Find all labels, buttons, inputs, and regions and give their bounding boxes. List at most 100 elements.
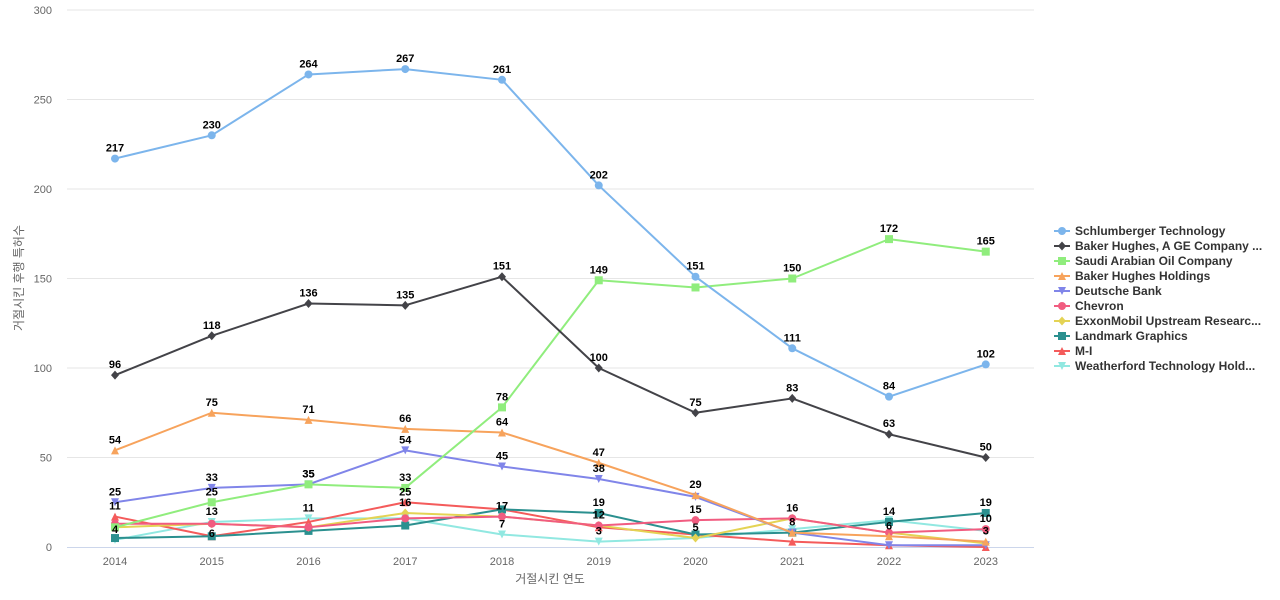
data-label: 96 xyxy=(109,359,121,371)
legend-item[interactable]: Saudi Arabian Oil Company xyxy=(1054,254,1233,268)
data-label: 75 xyxy=(206,397,218,409)
data-label: 102 xyxy=(977,348,995,360)
data-point xyxy=(498,512,506,521)
data-label: 19 xyxy=(980,497,992,509)
data-point xyxy=(885,392,893,401)
legend-item[interactable]: Baker Hughes, A GE Company ... xyxy=(1054,239,1262,253)
y-axis-ticks: 0 50 100 150 200 250 300 xyxy=(34,5,52,554)
data-label: 25 xyxy=(206,486,218,498)
data-label: 75 xyxy=(689,397,701,409)
y-tick-label: 250 xyxy=(34,95,52,107)
data-point xyxy=(981,508,990,517)
x-axis-title: 거절시킨 연도 xyxy=(515,572,585,586)
data-point xyxy=(498,462,506,471)
data-point xyxy=(111,498,119,507)
data-point xyxy=(498,272,506,282)
legend-label: Deutsche Bank xyxy=(1075,284,1162,298)
data-label: 47 xyxy=(593,447,605,459)
legend-label: ExxonMobil Upstream Researc... xyxy=(1075,314,1261,328)
x-tick-label: 2019 xyxy=(587,556,611,568)
series-line xyxy=(114,449,986,547)
data-label: 15 xyxy=(689,504,701,516)
data-label: 3 xyxy=(983,526,989,538)
series-line xyxy=(114,68,987,398)
legend-item[interactable]: Schlumberger Technology xyxy=(1054,224,1226,238)
data-point xyxy=(981,453,990,462)
data-label: 5 xyxy=(692,522,698,534)
data-label: 6 xyxy=(886,520,892,532)
data-label: 84 xyxy=(883,381,896,393)
data-point xyxy=(788,393,797,403)
data-label: 202 xyxy=(590,169,608,181)
data-point xyxy=(594,474,603,483)
data-point xyxy=(691,283,700,292)
x-axis-ticks: 2014 2015 2016 2017 2018 2019 2020 2021 2022 2023 xyxy=(103,556,998,568)
data-point xyxy=(304,523,313,532)
x-tick-label: 2023 xyxy=(974,556,998,568)
legend-item[interactable]: Landmark Graphics xyxy=(1054,329,1188,343)
series-line xyxy=(114,275,986,459)
y-tick-label: 50 xyxy=(40,453,52,465)
data-point xyxy=(788,514,797,523)
data-label: 136 xyxy=(299,288,317,300)
data-point xyxy=(401,424,410,433)
data-point xyxy=(111,523,119,532)
data-label: 66 xyxy=(399,413,411,425)
data-point xyxy=(981,360,990,369)
data-point xyxy=(788,528,797,537)
data-label: 35 xyxy=(302,468,314,480)
data-label: 16 xyxy=(399,497,411,509)
series-group xyxy=(111,235,990,532)
data-label: 71 xyxy=(302,404,314,416)
data-point xyxy=(594,458,603,467)
data-point xyxy=(111,512,119,521)
data-label: 261 xyxy=(493,64,511,76)
legend-label: Schlumberger Technology xyxy=(1075,224,1226,238)
legend-item[interactable]: ExxonMobil Upstream Researc... xyxy=(1054,314,1261,328)
data-point xyxy=(207,498,216,507)
data-label: 19 xyxy=(593,497,605,509)
data-point xyxy=(594,508,603,517)
legend-item[interactable]: Deutsche Bank xyxy=(1054,284,1162,298)
data-point xyxy=(498,530,506,539)
data-point xyxy=(981,525,990,534)
data-label: 11 xyxy=(109,501,121,513)
data-point xyxy=(885,541,893,550)
series-line xyxy=(114,411,986,543)
data-label: 4 xyxy=(112,524,119,536)
x-tick-label: 2015 xyxy=(200,556,224,568)
data-label: 264 xyxy=(299,58,318,70)
legend-item[interactable]: Baker Hughes Holdings xyxy=(1054,269,1211,283)
x-tick-label: 2020 xyxy=(683,556,707,568)
data-label: 100 xyxy=(590,352,608,364)
legend-item[interactable]: M-I xyxy=(1054,344,1092,358)
legend-item[interactable]: Chevron xyxy=(1054,299,1124,313)
x-tick-label: 2021 xyxy=(780,556,804,568)
legend-marker xyxy=(1058,362,1066,370)
data-point xyxy=(885,532,893,541)
data-label: 135 xyxy=(396,289,414,301)
series-group xyxy=(111,65,990,401)
data-label: 230 xyxy=(203,119,221,131)
data-point xyxy=(788,537,797,546)
data-label: 45 xyxy=(496,450,508,462)
y-tick-label: 300 xyxy=(34,5,52,17)
data-label: 83 xyxy=(786,382,798,394)
legend-item[interactable]: Weatherford Technology Hold... xyxy=(1054,359,1255,373)
data-label: 38 xyxy=(593,463,605,475)
x-tick-label: 2022 xyxy=(877,556,901,568)
series-layer xyxy=(111,65,990,551)
data-label: 25 xyxy=(399,486,411,498)
series-line xyxy=(114,508,986,540)
data-label: 12 xyxy=(593,510,605,522)
data-label: 217 xyxy=(106,143,124,155)
x-tick-label: 2014 xyxy=(103,556,127,568)
data-point xyxy=(498,403,506,412)
data-label: 149 xyxy=(590,264,608,276)
data-label: 63 xyxy=(883,418,895,430)
data-point xyxy=(207,483,216,492)
data-point xyxy=(885,429,893,439)
